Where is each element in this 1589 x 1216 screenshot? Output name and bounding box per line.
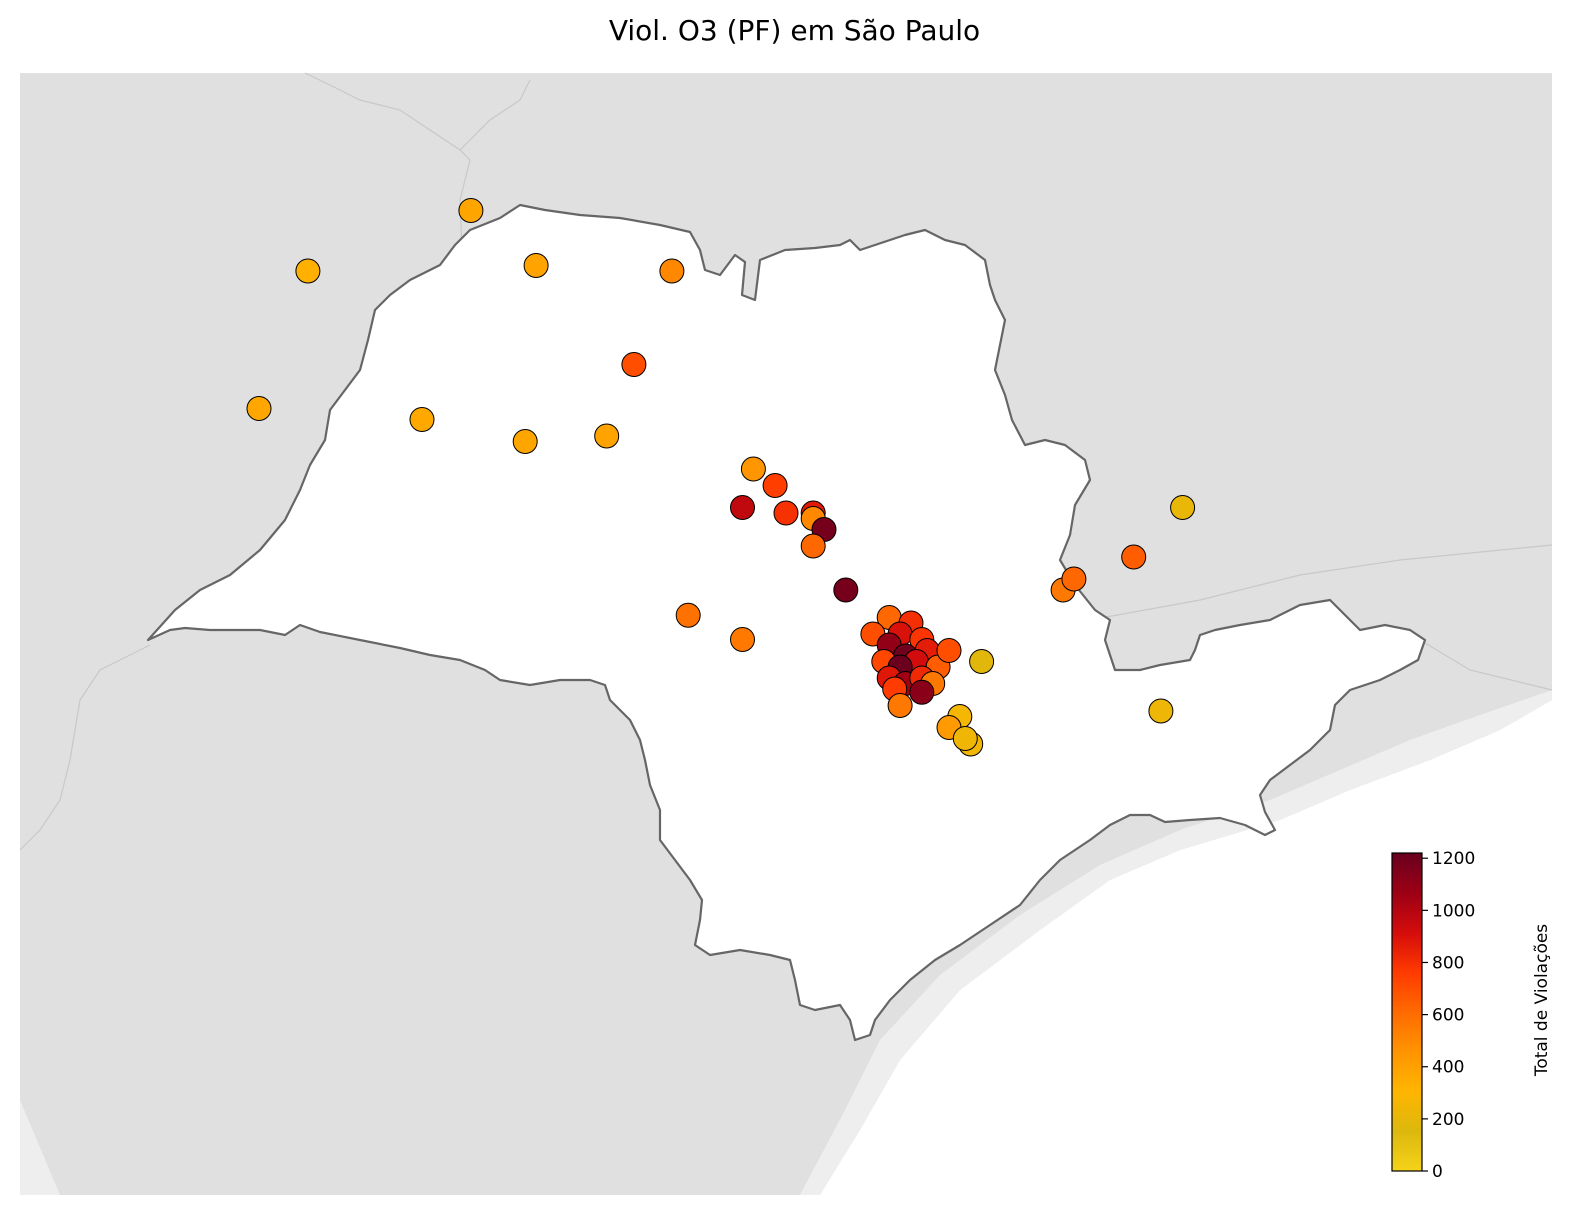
station-marker bbox=[1061, 566, 1087, 592]
station-marker bbox=[909, 679, 935, 705]
ocean bbox=[820, 700, 1552, 1195]
station-marker bbox=[621, 352, 647, 377]
sao-paulo-state bbox=[146, 203, 1427, 1042]
colorbar-tick-label: 200 bbox=[1432, 1110, 1464, 1130]
station-marker bbox=[675, 602, 701, 628]
colorbar-tick-label: 1200 bbox=[1432, 849, 1475, 869]
station-marker bbox=[512, 429, 538, 454]
station-marker bbox=[523, 253, 549, 278]
station-marker bbox=[969, 649, 995, 674]
station-marker bbox=[659, 258, 685, 284]
station-marker bbox=[773, 500, 799, 526]
station-marker bbox=[800, 533, 826, 559]
station-marker bbox=[1121, 544, 1147, 570]
station-marker bbox=[952, 726, 978, 751]
colorbar-tick-label: 600 bbox=[1432, 1006, 1464, 1026]
colorbar: 0 200 400 600 800 1000 1200 bbox=[1391, 849, 1475, 1182]
neighbor-borders bbox=[19, 72, 1553, 851]
station-marker bbox=[409, 407, 435, 432]
station-marker bbox=[762, 473, 788, 498]
station-marker bbox=[1148, 698, 1174, 724]
station-marker bbox=[730, 495, 755, 520]
station-marker bbox=[458, 198, 484, 223]
colorbar-ticks: 0 200 400 600 800 1000 1200 bbox=[1422, 849, 1475, 1182]
colorbar-tick-label: 800 bbox=[1432, 953, 1464, 973]
station-marker bbox=[730, 627, 755, 652]
station-marker bbox=[246, 396, 272, 421]
page-title: Viol. O3 (PF) em São Paulo bbox=[608, 14, 981, 47]
station-marker bbox=[740, 456, 766, 482]
colorbar-tick-label: 0 bbox=[1432, 1162, 1443, 1182]
station-marker bbox=[887, 693, 913, 718]
shelf-southwest bbox=[20, 1100, 60, 1195]
station-marker bbox=[1170, 495, 1196, 520]
stations-layer bbox=[246, 198, 1196, 757]
station-marker bbox=[594, 423, 620, 449]
colorbar-bar bbox=[1391, 852, 1423, 1172]
station-marker bbox=[936, 638, 962, 663]
colorbar-tick-label: 1000 bbox=[1432, 901, 1475, 921]
station-marker bbox=[295, 258, 321, 284]
colorbar-label: Total de Violações bbox=[1532, 923, 1552, 1077]
colorbar-tick-label: 400 bbox=[1432, 1058, 1464, 1078]
station-marker bbox=[833, 577, 859, 603]
